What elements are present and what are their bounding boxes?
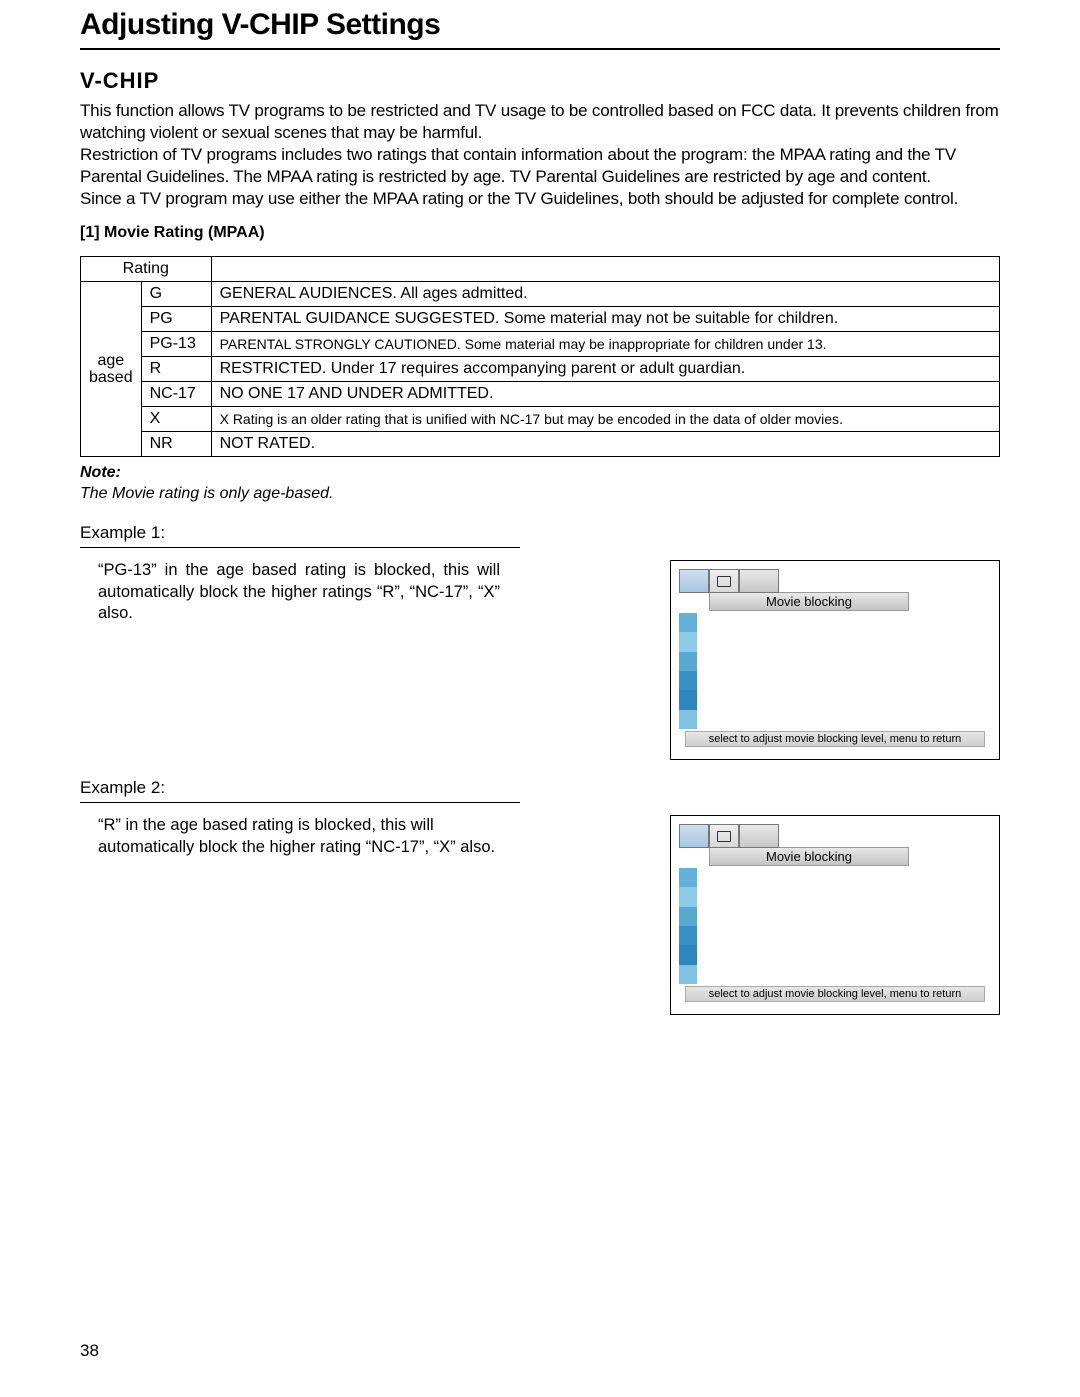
note-block: Note: The Movie rating is only age-based… <box>80 463 360 505</box>
rating-code: PG-13 <box>141 332 211 357</box>
age-based-label: age based <box>81 282 142 457</box>
osd-tab-blank <box>739 824 779 848</box>
osd-side-strip <box>679 613 697 729</box>
page-title: Adjusting V-CHIP Settings <box>80 0 1000 50</box>
osd-tab-tv-icon <box>709 824 739 848</box>
example-1-label: Example 1: <box>80 523 1000 543</box>
rating-code: G <box>141 282 211 307</box>
rating-desc: PARENTAL GUIDANCE SUGGESTED. Some materi… <box>211 307 999 332</box>
note-text: The Movie rating is only age-based. <box>80 485 333 502</box>
rating-desc: NO ONE 17 AND UNDER ADMITTED. <box>211 382 999 407</box>
intro-paragraphs: This function allows TV programs to be r… <box>80 100 1000 210</box>
section-heading-vchip: V-CHIP <box>80 68 1000 94</box>
example-1-text: “PG-13” in the age based rating is block… <box>80 560 500 624</box>
osd-tab-tv-icon <box>709 569 739 593</box>
rating-code: R <box>141 357 211 382</box>
osd-side-strip <box>679 868 697 984</box>
table-row: NC-17 NO ONE 17 AND UNDER ADMITTED. <box>81 382 1000 407</box>
intro-p3: Since a TV program may use either the MP… <box>80 188 1000 210</box>
intro-p1: This function allows TV programs to be r… <box>80 100 1000 144</box>
ratings-table: Rating age based G GENERAL AUDIENCES. Al… <box>80 256 1000 457</box>
example-2-text: “R” in the age based rating is blocked, … <box>80 815 500 858</box>
table-row: PG-13 PARENTAL STRONGLY CAUTIONED. Some … <box>81 332 1000 357</box>
osd-tab-icon <box>679 824 709 848</box>
tv-icon <box>717 576 731 587</box>
osd-screenshot-2: Movie blocking select to adjust movie bl… <box>670 815 1000 1015</box>
rating-desc: NOT RATED. <box>211 432 999 457</box>
sub-heading-mpaa: [1] Movie Rating (MPAA) <box>80 224 1000 242</box>
table-row: Rating <box>81 257 1000 282</box>
rating-code: NC-17 <box>141 382 211 407</box>
rating-desc: RESTRICTED. Under 17 requires accompanyi… <box>211 357 999 382</box>
rating-code: NR <box>141 432 211 457</box>
note-label: Note: <box>80 464 121 481</box>
rating-desc: PARENTAL STRONGLY CAUTIONED. Some materi… <box>211 332 999 357</box>
divider <box>80 802 520 803</box>
table-row: R RESTRICTED. Under 17 requires accompan… <box>81 357 1000 382</box>
divider <box>80 547 520 548</box>
rating-code: X <box>141 407 211 432</box>
intro-p2: Restriction of TV programs includes two … <box>80 144 1000 188</box>
osd-footer: select to adjust movie blocking level, m… <box>685 731 985 747</box>
osd-screenshot-1: Movie blocking select to adjust movie bl… <box>670 560 1000 760</box>
table-row: age based G GENERAL AUDIENCES. All ages … <box>81 282 1000 307</box>
example-2-label: Example 2: <box>80 778 1000 798</box>
osd-footer: select to adjust movie blocking level, m… <box>685 986 985 1002</box>
osd-title: Movie blocking <box>709 592 909 611</box>
osd-tab-icon <box>679 569 709 593</box>
ratings-header: Rating <box>81 257 212 282</box>
table-row: NR NOT RATED. <box>81 432 1000 457</box>
table-row: PG PARENTAL GUIDANCE SUGGESTED. Some mat… <box>81 307 1000 332</box>
osd-tab-blank <box>739 569 779 593</box>
osd-title: Movie blocking <box>709 847 909 866</box>
rating-desc: X Rating is an older rating that is unif… <box>211 407 999 432</box>
ratings-header-blank <box>211 257 999 282</box>
table-row: X X Rating is an older rating that is un… <box>81 407 1000 432</box>
tv-icon <box>717 831 731 842</box>
rating-desc: GENERAL AUDIENCES. All ages admitted. <box>211 282 999 307</box>
rating-code: PG <box>141 307 211 332</box>
page-number: 38 <box>80 1341 99 1361</box>
